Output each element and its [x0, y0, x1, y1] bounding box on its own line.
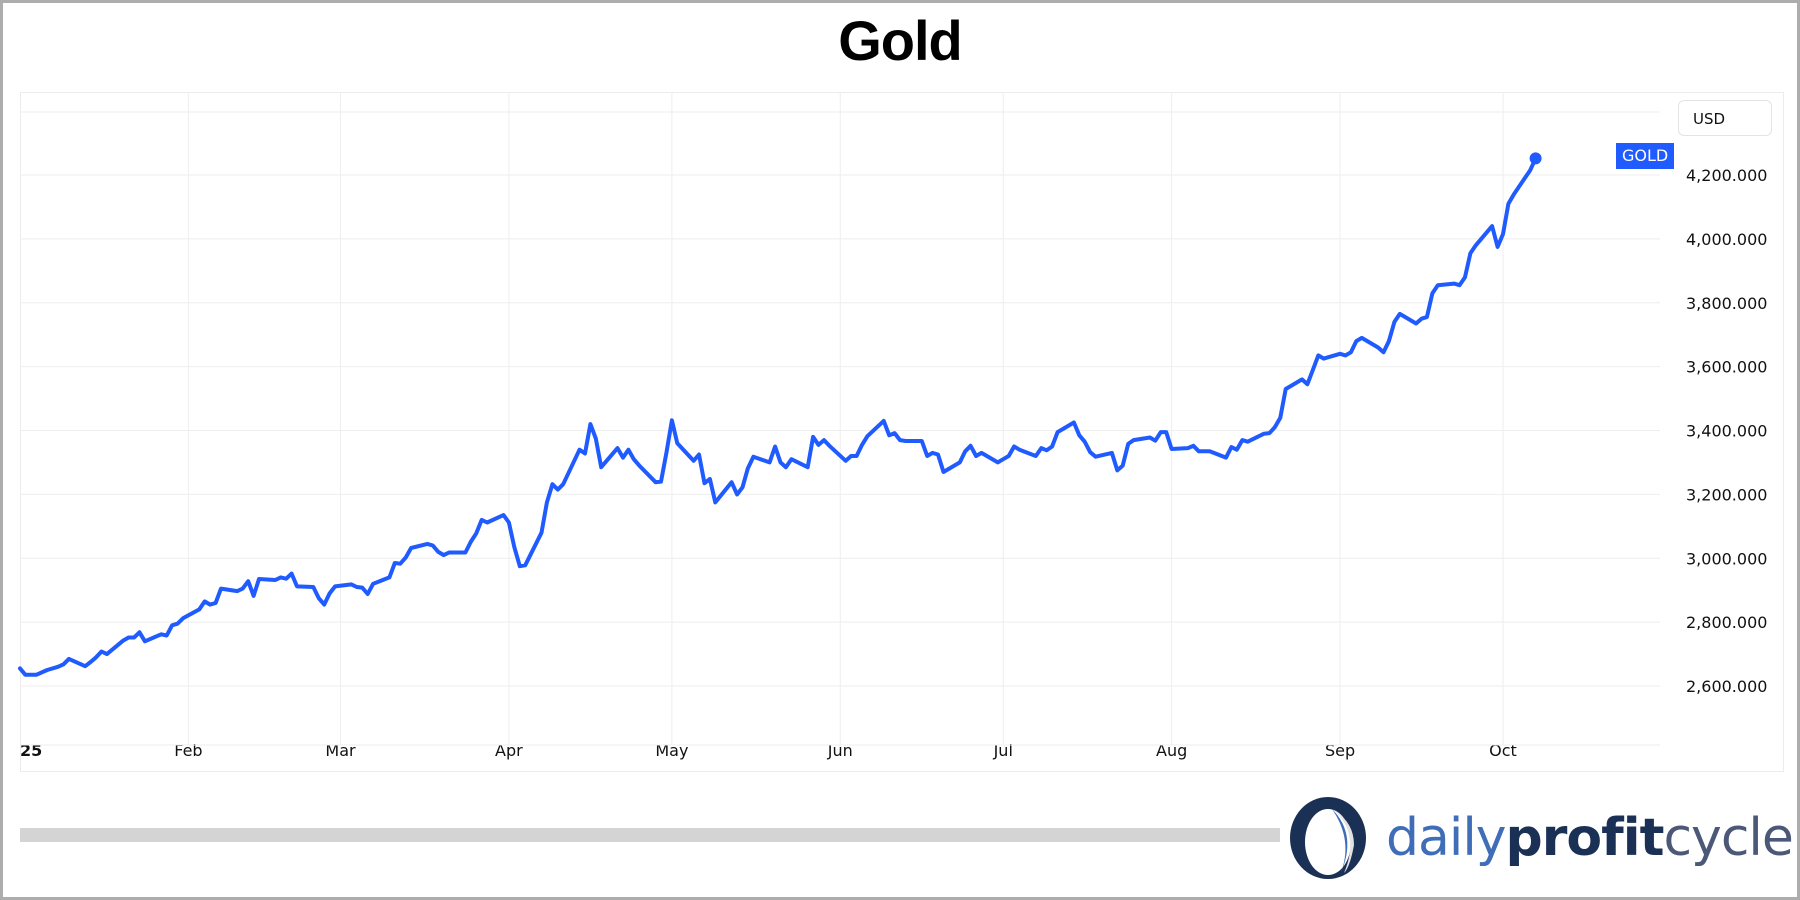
- brand-logo: dailyprofitcycle: [1288, 793, 1794, 883]
- x-tick-label: Feb: [174, 741, 202, 760]
- chart-title: Gold: [838, 9, 963, 72]
- y-tick-label: 3,800.000: [1686, 294, 1767, 313]
- x-tick-label: Aug: [1156, 741, 1187, 760]
- x-tick-label: Jul: [993, 741, 1013, 760]
- x-tick-label: Sep: [1325, 741, 1355, 760]
- x-tick-label: Apr: [495, 741, 523, 760]
- x-tick-label: Jun: [827, 741, 853, 760]
- currency-button[interactable]: USD: [1678, 100, 1772, 136]
- x-tick-label: Mar: [325, 741, 356, 760]
- y-tick-label: 3,600.000: [1686, 358, 1767, 377]
- logo-ring-icon: [1290, 797, 1366, 879]
- y-tick-label: 4,000.000: [1686, 230, 1767, 249]
- x-axis[interactable]: 25 Feb Mar Apr May Jun Jul Aug Sep Oct: [20, 741, 1517, 760]
- y-tick-label: 3,000.000: [1686, 549, 1767, 568]
- plot-area[interactable]: [20, 92, 1784, 772]
- last-value-marker: [1529, 152, 1542, 165]
- y-tick-label: 2,800.000: [1686, 613, 1767, 632]
- logo-word-daily: daily: [1386, 808, 1507, 868]
- logo-wordmark: dailyprofitcycle: [1386, 808, 1794, 868]
- x-tick-label: May: [655, 741, 688, 760]
- y-axis[interactable]: 2,600.000 2,800.000 3,000.000 3,200.000 3,40…: [1686, 166, 1767, 696]
- grid-lines: [20, 92, 1660, 745]
- gold-price-line: [18, 156, 1538, 677]
- x-tick-label: Oct: [1489, 741, 1517, 760]
- y-tick-label: 2,600.000: [1686, 677, 1767, 696]
- logo-word-profit: profit: [1505, 808, 1665, 868]
- y-tick-label: 3,200.000: [1686, 485, 1767, 504]
- y-tick-label: 4,200.000: [1686, 166, 1767, 185]
- logo-word-cycle: cycle: [1663, 808, 1793, 868]
- y-tick-label: 3,400.000: [1686, 422, 1767, 441]
- horizontal-scrollbar[interactable]: [20, 828, 1280, 842]
- x-tick-label: 25: [20, 741, 42, 760]
- series-price-tag: GOLD: [1616, 143, 1675, 169]
